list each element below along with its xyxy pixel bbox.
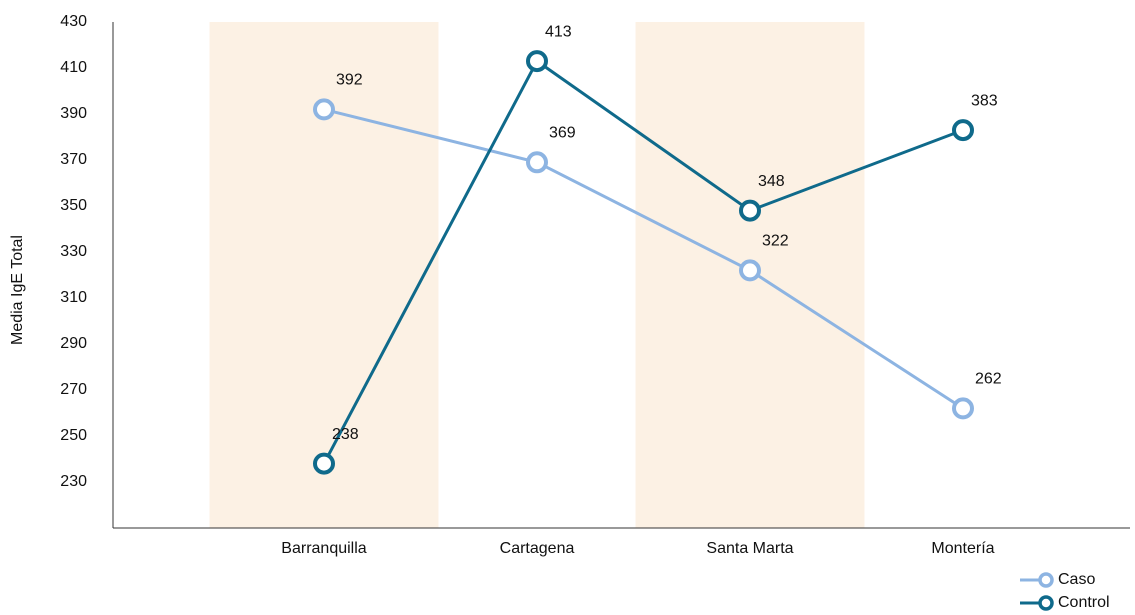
- y-tick-label: 270: [60, 381, 87, 398]
- data-label: 392: [336, 72, 363, 89]
- y-tick-label: 370: [60, 151, 87, 168]
- data-label: 322: [762, 233, 789, 250]
- legend-swatch-marker: [1038, 572, 1054, 588]
- series-line: [323, 107, 964, 410]
- point-marker: [526, 50, 548, 73]
- y-tick-label: 290: [60, 335, 87, 352]
- x-tick-label: Montería: [931, 540, 994, 557]
- x-tick-label: Santa Marta: [706, 540, 793, 557]
- y-axis-label: Media IgE Total: [9, 235, 26, 345]
- y-tick-label: 350: [60, 197, 87, 214]
- point-marker: [313, 452, 335, 475]
- legend-label: Control: [1058, 594, 1110, 611]
- y-tick-label: 330: [60, 243, 87, 260]
- y-tick-label: 250: [60, 427, 87, 444]
- data-label: 348: [758, 173, 785, 190]
- category-band: [209, 22, 439, 528]
- legend-label: Caso: [1058, 571, 1095, 588]
- y-tick-label: 390: [60, 105, 87, 122]
- y-tick-label: 430: [60, 13, 87, 30]
- data-label: 238: [332, 426, 359, 443]
- data-label: 383: [971, 92, 998, 109]
- point-marker: [526, 151, 548, 174]
- y-tick-label: 230: [60, 473, 87, 490]
- point-marker: [952, 397, 974, 420]
- point-marker: [739, 259, 761, 282]
- data-label: 413: [545, 23, 572, 40]
- data-label: 262: [975, 371, 1002, 388]
- data-label: 369: [549, 125, 576, 142]
- x-tick-label: Barranquilla: [281, 540, 366, 557]
- point-marker: [313, 98, 335, 121]
- x-tick-label: Cartagena: [500, 540, 575, 557]
- legend-swatch-marker: [1038, 595, 1054, 611]
- point-marker: [739, 199, 761, 222]
- y-tick-label: 410: [60, 59, 87, 76]
- series-line: [322, 58, 964, 465]
- y-tick-label: 310: [60, 289, 87, 306]
- point-marker: [952, 119, 974, 142]
